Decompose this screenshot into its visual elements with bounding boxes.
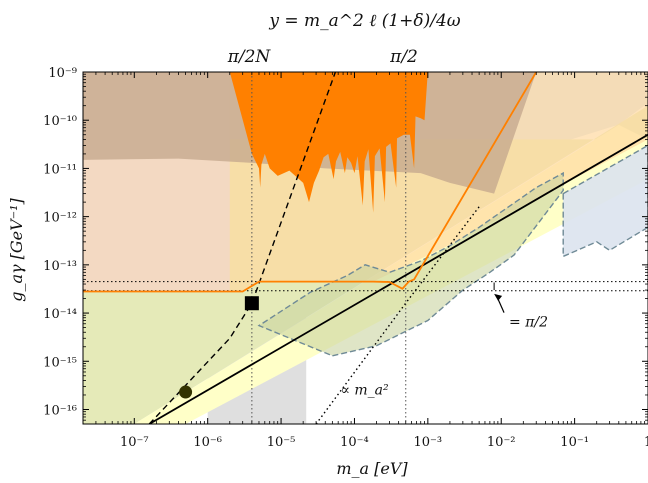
plot-frame: [82, 71, 648, 425]
top-label-pi-2: π/2: [389, 47, 418, 67]
x-tick-label-7: 1: [644, 435, 648, 450]
y-tick-label-6: 10⁻¹⁵: [43, 355, 77, 370]
series-line-2: [315, 206, 480, 424]
x-tick-label-3: 10⁻⁴: [340, 435, 369, 450]
annotation-arrowhead: [494, 293, 503, 301]
region-dashed-right: [562, 144, 648, 258]
marker-square-0: [244, 296, 259, 311]
chart-title: y = m_a^2 ℓ (1+δ)/4ω: [268, 11, 460, 31]
x-tick-label-5: 10⁻²: [487, 435, 516, 450]
y-tick-label-3: 10⁻¹²: [43, 211, 77, 226]
annotations: = π/2 ∝ m_a²: [340, 282, 548, 398]
x-tick-labels: 10⁻⁷ 10⁻⁶ 10⁻⁵ 10⁻⁴ 10⁻³ 10⁻² 10⁻¹ 1: [120, 435, 648, 450]
x-tick-label-0: 10⁻⁷: [120, 435, 149, 450]
series-lines: [83, 72, 648, 424]
x-tick-label-4: 10⁻³: [414, 435, 443, 450]
series-line-1: [148, 72, 337, 424]
y-tick-label-2: 10⁻¹¹: [43, 162, 77, 177]
y-tick-label-7: 10⁻¹⁶: [43, 403, 77, 418]
series-line-3: [83, 72, 537, 293]
y-tick-label-5: 10⁻¹⁴: [43, 307, 77, 322]
axis-ticks: [83, 71, 648, 425]
annotation-pi-over-2: = π/2: [509, 315, 548, 331]
y-tick-label-4: 10⁻¹³: [43, 259, 77, 274]
markers: [179, 296, 259, 399]
top-label-pi-2n: π/2N: [227, 47, 272, 67]
x-tick-label-6: 10⁻¹: [560, 435, 589, 450]
y-tick-labels: 10⁻⁹ 10⁻¹⁰ 10⁻¹¹ 10⁻¹² 10⁻¹³ 10⁻¹⁴ 10⁻¹⁵ 10⁻¹⁶: [43, 66, 77, 418]
y-tick-label-1: 10⁻¹⁰: [43, 114, 77, 129]
x-tick-label-1: 10⁻⁶: [193, 435, 222, 450]
y-axis-title: g_aγ [GeV⁻¹]: [7, 197, 26, 301]
x-tick-label-2: 10⁻⁵: [267, 435, 296, 450]
series-line-0: [148, 133, 648, 424]
shaded-regions: [83, 72, 648, 424]
annotation-proportional: ∝ m_a²: [340, 382, 389, 398]
x-axis-title: m_a [eV]: [336, 459, 408, 478]
y-tick-label-0: 10⁻⁹: [48, 66, 77, 81]
region-dashed-haloscope: [257, 171, 564, 357]
region-orange-spiky: [83, 72, 428, 213]
marker-circle-1: [179, 385, 193, 399]
plot-area: [83, 72, 648, 424]
